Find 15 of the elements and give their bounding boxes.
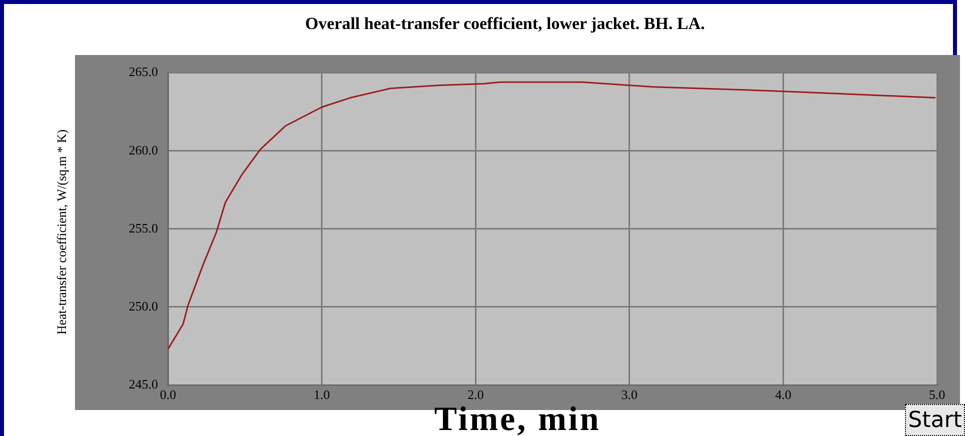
y-tick-label: 265.0	[128, 64, 158, 80]
y-tick-label: 255.0	[128, 220, 158, 236]
text: Start	[905, 404, 965, 436]
y-tick-label: 260.0	[128, 142, 158, 158]
x-tick-label: 0.0	[160, 387, 176, 402]
x-tick-label: 1.0	[314, 387, 330, 402]
x-axis-title: Time, min	[434, 401, 601, 436]
y-tick-label: 250.0	[128, 298, 158, 314]
chart-title: Overall heat-transfer coefficient, lower jacket. BH. LA.	[304, 14, 706, 34]
y-tick-label: 245.0	[128, 376, 158, 392]
x-tick-label: 3.0	[621, 387, 638, 402]
y-axis-title: Heat-transfer coefficient, W/(sq.m * K)	[54, 129, 70, 335]
x-tick-label: 4.0	[775, 387, 792, 402]
x-tick-label: 2.0	[467, 387, 484, 402]
x-tick-label: 5.0	[928, 387, 946, 402]
